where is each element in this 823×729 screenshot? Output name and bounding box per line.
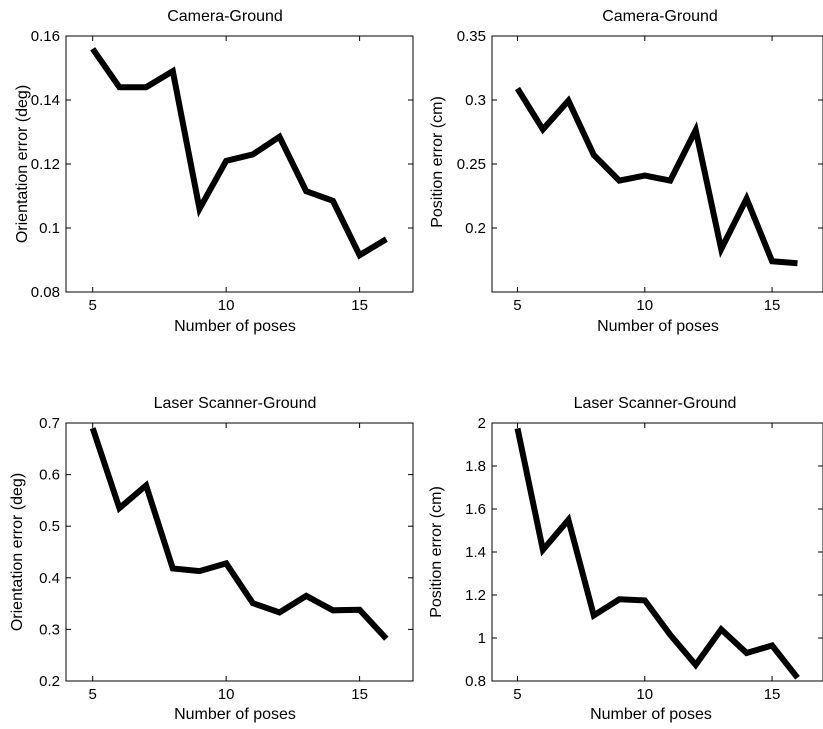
x-tick-label: 15 [764, 686, 781, 703]
x-tick-label: 15 [764, 297, 781, 314]
y-tick-label: 0.14 [31, 92, 60, 109]
y-axis-label: Orientation error (deg) [9, 473, 26, 631]
y-tick-label: 1.6 [465, 501, 486, 518]
chart-title: Laser Scanner-Ground [154, 395, 317, 412]
y-tick-label: 0.7 [39, 415, 60, 432]
x-tick-label: 10 [636, 297, 653, 314]
y-tick-label: 0.2 [39, 673, 60, 690]
chart-panel-top-right: Camera-Ground Number of poses Position e… [429, 8, 823, 335]
chart-panel-top-left: Camera-Ground Number of poses Orientatio… [14, 8, 414, 335]
y-tick-label: 0.3 [39, 621, 60, 638]
x-tick-label: 10 [218, 686, 235, 703]
x-tick-label: 10 [636, 686, 653, 703]
y-tick-label: 0.1 [39, 220, 60, 237]
series-line [514, 427, 800, 680]
x-tick-label: 5 [89, 297, 97, 314]
series-line [90, 47, 388, 260]
x-tick-label: 5 [89, 686, 97, 703]
y-tick-label: 0.5 [39, 518, 60, 535]
x-tick-label: 15 [351, 686, 368, 703]
chart-panel-bottom-left: Laser Scanner-Ground Number of poses Ori… [9, 395, 414, 723]
y-axis-label: Position error (cm) [429, 96, 446, 228]
x-axis-label: Number of poses [174, 318, 296, 335]
x-tick-label: 15 [351, 297, 368, 314]
y-tick-label: 0.16 [31, 28, 60, 45]
x-axis-label: Number of poses [597, 318, 719, 335]
y-tick-label: 0.3 [465, 92, 486, 109]
x-tick-label: 5 [513, 297, 521, 314]
plot-frame [65, 422, 414, 682]
y-tick-label: 1 [478, 630, 486, 647]
y-tick-label: 0.25 [457, 156, 486, 173]
y-tick-label: 1.2 [465, 587, 486, 604]
plot-frame [491, 35, 823, 293]
chart-panel-bottom-right: Laser Scanner-Ground Number of poses Pos… [428, 395, 823, 723]
y-axis-label: Position error (cm) [428, 486, 445, 618]
series-line [89, 427, 389, 641]
y-tick-label: 0.6 [39, 467, 60, 484]
x-axis-label: Number of poses [174, 706, 296, 723]
y-tick-label: 0.4 [39, 570, 60, 587]
y-tick-label: 0.35 [457, 28, 486, 45]
chart-title: Laser Scanner-Ground [574, 395, 737, 412]
y-tick-label: 0.8 [465, 673, 486, 690]
x-tick-label: 5 [513, 686, 521, 703]
y-tick-label: 0.2 [465, 220, 486, 237]
series-line [514, 86, 798, 267]
x-tick-label: 10 [218, 297, 235, 314]
y-tick-label: 0.12 [31, 156, 60, 173]
chart-title: Camera-Ground [602, 8, 718, 25]
chart-title: Camera-Ground [167, 8, 283, 25]
y-axis-label: Orientation error (deg) [14, 85, 31, 243]
y-tick-label: 1.4 [465, 544, 486, 561]
y-tick-label: 1.8 [465, 458, 486, 475]
y-tick-label: 2 [478, 415, 486, 432]
y-tick-label: 0.08 [31, 284, 60, 301]
x-axis-label: Number of poses [590, 706, 712, 723]
